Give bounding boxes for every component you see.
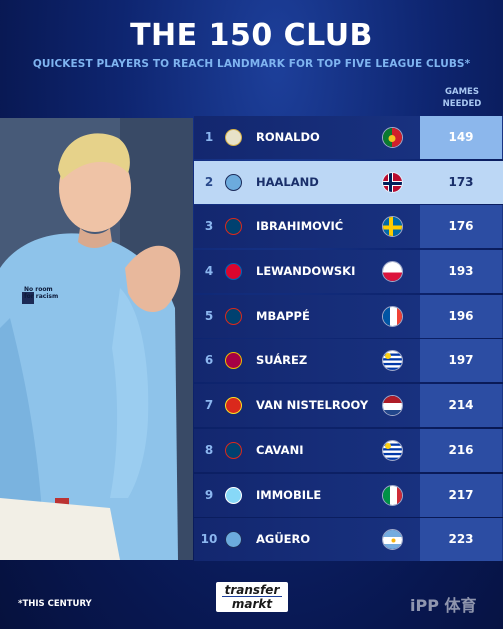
games-needed: 214	[420, 384, 502, 428]
player-photo: No room for racism	[0, 118, 193, 560]
italy-flag-icon	[382, 484, 403, 506]
rank: 3	[204, 219, 214, 234]
man-city-badge-icon	[225, 531, 242, 549]
games-needed: 149	[420, 116, 502, 159]
table-row: 10 AGÜERO 223	[194, 518, 503, 562]
uruguay-flag-icon	[382, 439, 403, 461]
psg-badge-icon	[225, 441, 242, 459]
table-row: 4 LEWANDOWSKI 193	[194, 250, 503, 294]
games-needed-header: GAMES NEEDED	[442, 87, 482, 109]
player-name: AGÜERO	[256, 532, 311, 547]
table-row: 9 IMMOBILE 217	[194, 473, 503, 517]
table-row: 2 HAALAND 173	[194, 160, 503, 204]
table-row: 5 MBAPPÉ 196	[194, 294, 503, 338]
player-illustration	[0, 118, 193, 560]
footnote: *THIS CENTURY	[18, 599, 92, 609]
rank: 2	[204, 174, 214, 189]
logo-text-top: transfer	[224, 583, 280, 597]
games-needed: 196	[420, 294, 502, 338]
rank: 4	[204, 264, 214, 279]
page-title: THE 150 CLUB	[130, 18, 373, 53]
games-needed: 193	[420, 250, 502, 294]
rank: 10	[200, 532, 218, 547]
real-madrid-badge-icon	[225, 129, 242, 146]
rank: 1	[204, 130, 214, 144]
page-subtitle: QUICKEST PLAYERS TO REACH LANDMARK FOR T…	[32, 58, 471, 70]
logo-text-bottom: markt	[231, 597, 273, 611]
rank: 9	[204, 487, 214, 502]
games-needed: 173	[420, 160, 502, 204]
games-needed: 176	[420, 205, 502, 249]
player-name: IMMOBILE	[256, 487, 322, 502]
player-name: CAVANI	[256, 442, 304, 457]
psg-badge-icon	[225, 307, 242, 325]
rank: 5	[204, 308, 214, 323]
man-city-badge-icon	[225, 173, 242, 191]
sweden-flag-icon	[382, 216, 403, 238]
uruguay-flag-icon	[382, 350, 403, 372]
norway-flag-icon	[382, 171, 403, 193]
man-united-badge-icon	[225, 397, 242, 415]
rank: 8	[204, 442, 214, 457]
player-name: LEWANDOWSKI	[256, 264, 356, 279]
games-needed: 216	[420, 428, 502, 472]
ranking-table: 1 RONALDO 149 2 HAALAND 173 3 IBRAHIMOVI…	[194, 116, 503, 563]
watermark: iPP 体育	[410, 596, 477, 615]
table-row: 8 CAVANI 216	[194, 428, 503, 472]
netherlands-flag-icon	[382, 395, 403, 417]
argentina-flag-icon	[382, 529, 403, 551]
player-name: SUÁREZ	[256, 353, 308, 368]
psg-badge-icon	[225, 218, 242, 236]
table-row: 6 SUÁREZ 197	[194, 339, 503, 383]
player-name: VAN NISTELROOY	[256, 398, 369, 413]
lazio-badge-icon	[225, 486, 242, 504]
transfermarkt-logo: transfer markt	[216, 582, 288, 612]
table-row: 1 RONALDO 149	[194, 116, 503, 159]
logo-divider	[222, 596, 282, 597]
france-flag-icon	[382, 305, 403, 327]
bayern-badge-icon	[225, 263, 242, 281]
player-name: MBAPPÉ	[256, 308, 310, 323]
table-row: 7 VAN NISTELROOY 214	[194, 384, 503, 428]
table-row: 3 IBRAHIMOVIĆ 176	[194, 205, 503, 249]
sleeve-text: No room for racism	[24, 286, 59, 300]
player-name: RONALDO	[256, 130, 320, 144]
games-needed: 223	[420, 518, 502, 562]
rank: 7	[204, 398, 214, 413]
barcelona-badge-icon	[225, 352, 242, 370]
portugal-flag-icon	[382, 127, 403, 148]
player-name: HAALAND	[256, 174, 319, 189]
rank: 6	[204, 353, 214, 368]
games-needed: 197	[420, 339, 502, 383]
player-name: IBRAHIMOVIĆ	[256, 219, 344, 234]
games-needed: 217	[420, 473, 502, 517]
poland-flag-icon	[382, 261, 403, 283]
